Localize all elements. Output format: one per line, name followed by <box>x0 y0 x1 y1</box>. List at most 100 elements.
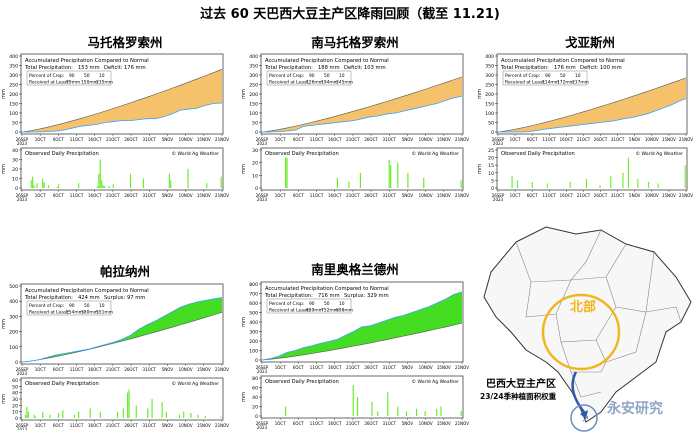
x-tick-label: 26OCT <box>124 137 138 142</box>
logo-icon <box>570 404 598 432</box>
percent-received-value: 551mm <box>96 310 113 316</box>
y-tick-label: 10 <box>488 171 494 177</box>
x-tick-label: 31OCT <box>143 367 157 372</box>
y-tick-label: 0 <box>15 130 18 136</box>
y-tick-label: 400 <box>9 54 18 60</box>
y-tick-label: 200 <box>249 92 258 98</box>
x-tick-label: 16OCT <box>88 423 102 428</box>
x-tick-label: 5NOV <box>402 137 414 142</box>
observed-line <box>261 291 463 361</box>
x-tick-label: 11OCT <box>310 193 324 198</box>
daily-bar <box>286 157 288 188</box>
daily-panel-title: Observed Daily Precipitation <box>265 151 339 157</box>
daily-bar <box>407 172 409 188</box>
x-tick-label: 15NOV <box>197 367 211 372</box>
y-axis-label: mm <box>241 89 247 99</box>
x-tick-label: 26SEP <box>16 423 29 428</box>
accum-panel-title: Accumulated Precipitation Compared to No… <box>265 58 389 64</box>
x-tick-label: 21OCT <box>106 367 120 372</box>
daily-bar <box>585 178 587 188</box>
y-tick-label: 400 <box>249 54 258 60</box>
state-title: 马托格罗索州 <box>87 35 163 50</box>
normal-line <box>21 69 223 133</box>
y-tick-label: 50 <box>488 121 494 127</box>
daily-bar <box>460 411 462 416</box>
daily-bar <box>56 187 58 188</box>
x-tick-label: 21OCT <box>346 193 360 198</box>
observed-line <box>498 98 687 133</box>
daily-bar <box>220 176 222 188</box>
daily-bar <box>96 186 98 188</box>
map-region-circle <box>541 293 621 371</box>
x-tick-label: 21NOV <box>215 193 229 198</box>
x-tick-label: 21OCT <box>106 193 120 198</box>
daily-bar <box>135 405 137 418</box>
x-tick-label: 21OCT <box>106 423 120 428</box>
x-tick-label: 11OCT <box>543 137 557 142</box>
daily-bar <box>170 180 172 188</box>
x-tick-label: 15NOV <box>437 193 451 198</box>
x-tick-label-year: 2023 <box>17 371 28 376</box>
y-tick-label: 150 <box>9 102 18 108</box>
y-tick-label: 0 <box>255 358 258 364</box>
x-tick-label: 5NOV <box>162 137 174 142</box>
y-tick-label: 150 <box>249 102 258 108</box>
daily-bar <box>32 176 34 188</box>
daily-bar <box>627 157 629 188</box>
y-tick-label: 30 <box>252 148 258 154</box>
x-tick-label-year: 2023 <box>257 197 268 202</box>
y-tick-label: 400 <box>9 299 18 305</box>
x-tick-label: 26OCT <box>124 423 138 428</box>
daily-bar <box>78 183 80 188</box>
y-tick-label: 200 <box>485 92 494 98</box>
daily-bar <box>206 183 208 188</box>
x-tick-label: 21OCT <box>346 137 360 142</box>
normal-line <box>21 312 223 363</box>
accum-panel-title: Accumulated Precipitation Compared to No… <box>265 286 389 292</box>
daily-bar <box>78 411 80 418</box>
percent-received-value: 235mm <box>96 80 113 86</box>
map-title: 巴西大豆主产区 <box>486 379 556 390</box>
daily-panel-title: Observed Daily Precipitation <box>265 379 339 385</box>
daily-panel-frame <box>260 375 464 419</box>
daily-bar <box>112 184 114 188</box>
daily-bar <box>440 406 442 416</box>
daily-bar <box>147 408 149 418</box>
x-tick-label: 26OCT <box>594 137 608 142</box>
x-tick-label: 21NOV <box>455 193 469 198</box>
percent-table-row2: Received at Least: <box>29 310 69 316</box>
y-tick-label: 80 <box>252 376 258 382</box>
y-tick-label: 0 <box>255 414 258 420</box>
daily-bar <box>43 182 45 188</box>
daily-panel-title: Observed Daily Precipitation <box>25 381 99 387</box>
daily-bar <box>89 408 91 418</box>
percent-col-header: 90 <box>309 301 315 307</box>
x-tick-label: 26SEP <box>256 193 269 198</box>
percent-table-frame <box>26 70 112 86</box>
balance-value: 100 mm <box>600 65 622 71</box>
y-axis-label: mm <box>241 392 247 402</box>
svg-text:↗: ↗ <box>581 414 589 425</box>
percent-col-header: 50 <box>324 73 330 79</box>
daily-bar <box>371 401 373 416</box>
x-tick-label: 31OCT <box>611 137 625 142</box>
observed-line <box>262 95 463 133</box>
daily-bar <box>436 408 438 416</box>
x-tick-label: 21NOV <box>455 421 469 426</box>
percent-received-value: 254mm <box>66 310 83 316</box>
y-tick-label: 20 <box>488 156 494 162</box>
x-tick-label: 16OCT <box>328 421 342 426</box>
y-tick-label: 0 <box>491 130 494 136</box>
daily-bar <box>27 411 29 418</box>
daily-bar <box>49 414 51 418</box>
y-tick-label: 50 <box>12 121 18 127</box>
x-tick-label: 5NOV <box>629 193 641 198</box>
x-tick-label: 1OCT <box>35 193 46 198</box>
x-tick-label-year: 2023 <box>493 141 504 146</box>
y-tick-label: 200 <box>9 330 18 336</box>
y-tick-label: 20 <box>252 405 258 411</box>
percent-table-row1: Percent of Crop: <box>505 73 540 79</box>
x-tick-label: 31OCT <box>143 193 157 198</box>
daily-bar <box>356 397 359 416</box>
